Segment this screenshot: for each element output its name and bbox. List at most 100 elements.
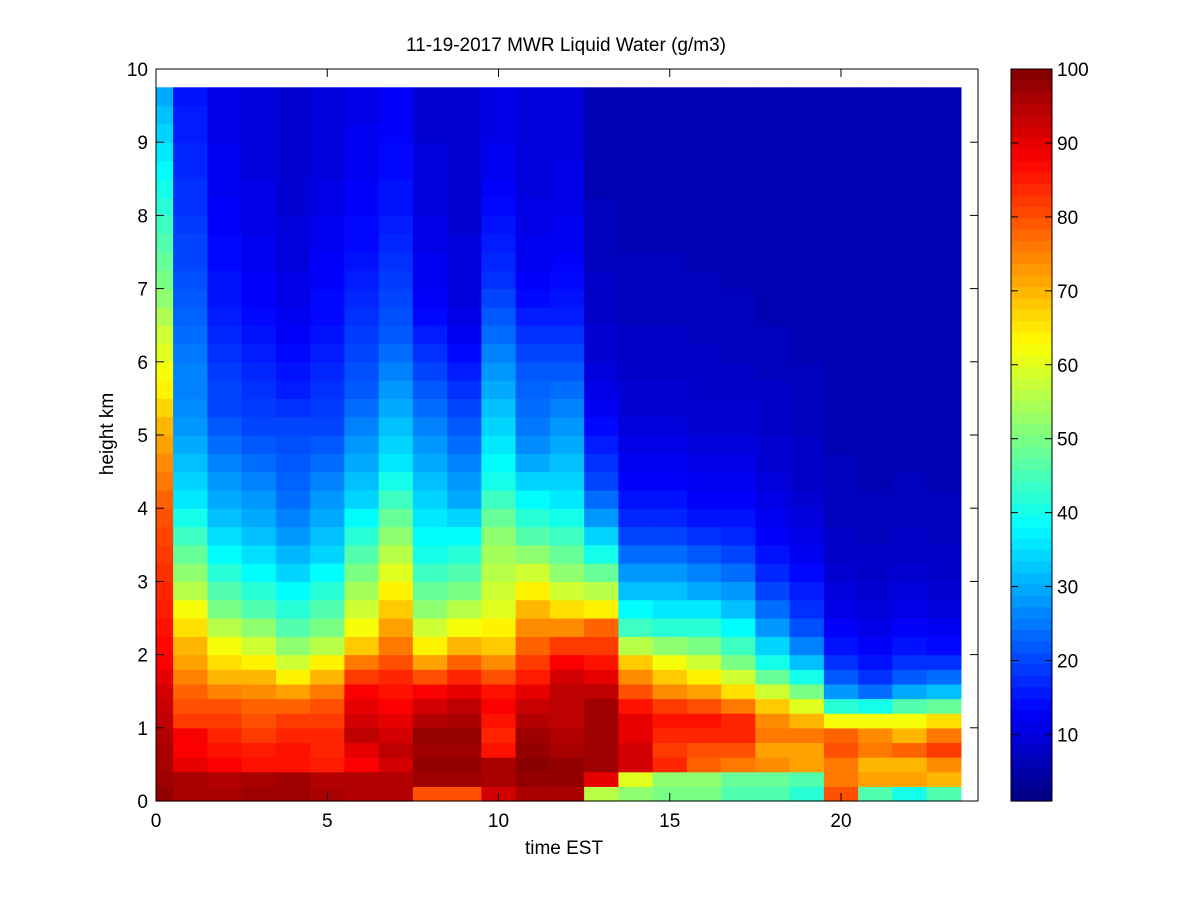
heatmap-cell bbox=[241, 306, 277, 326]
heatmap-cell bbox=[344, 713, 380, 729]
heatmap-cell bbox=[686, 252, 722, 271]
heatmap-cell bbox=[378, 581, 414, 601]
heatmap-cell bbox=[156, 771, 174, 780]
heatmap-cell bbox=[241, 757, 277, 765]
heatmap-cell bbox=[618, 252, 654, 271]
heatmap-cell bbox=[892, 178, 928, 198]
heatmap-cell bbox=[789, 669, 825, 685]
heatmap-cell bbox=[207, 683, 243, 700]
heatmap-cell bbox=[241, 742, 277, 751]
heatmap-cell bbox=[618, 764, 654, 773]
heatmap-cell bbox=[207, 380, 243, 399]
heatmap-cell bbox=[584, 618, 619, 637]
heatmap-cell bbox=[275, 398, 311, 418]
heatmap-cell bbox=[378, 735, 414, 744]
heatmap-cell bbox=[447, 563, 482, 582]
heatmap-cell bbox=[515, 618, 551, 637]
heatmap-cell bbox=[755, 526, 791, 546]
heatmap-cell bbox=[549, 526, 585, 546]
heatmap-cell bbox=[241, 793, 277, 802]
heatmap-cell bbox=[412, 544, 448, 564]
heatmap-cell bbox=[549, 544, 585, 564]
heatmap-cell bbox=[241, 779, 277, 787]
heatmap-cell bbox=[721, 786, 756, 795]
heatmap-cell bbox=[207, 793, 243, 802]
heatmap-cell bbox=[823, 599, 859, 619]
heatmap-cell bbox=[515, 197, 551, 216]
heatmap-cell bbox=[378, 252, 414, 271]
heatmap-cell bbox=[823, 416, 859, 436]
heatmap-cell bbox=[823, 786, 859, 795]
heatmap-cell bbox=[481, 343, 517, 363]
heatmap-cell bbox=[789, 713, 825, 729]
heatmap-cell bbox=[515, 654, 551, 670]
heatmap-cell bbox=[892, 435, 928, 454]
heatmap-cell bbox=[378, 306, 414, 326]
heatmap-cell bbox=[926, 87, 962, 107]
heatmap-cell bbox=[515, 160, 551, 180]
heatmap-cell bbox=[686, 325, 722, 345]
heatmap-cell bbox=[156, 252, 174, 271]
heatmap-cell bbox=[858, 270, 893, 290]
colorbar-segment bbox=[1011, 720, 1052, 733]
heatmap-cell bbox=[686, 178, 722, 198]
heatmap-cell bbox=[241, 142, 277, 162]
heatmap-cell bbox=[344, 793, 380, 802]
heatmap-cell bbox=[789, 749, 825, 758]
heatmap-cell bbox=[241, 435, 277, 454]
heatmap-cell bbox=[892, 713, 928, 729]
colorbar-segment bbox=[1011, 755, 1052, 768]
heatmap-cell bbox=[549, 757, 585, 765]
heatmap-cell bbox=[515, 779, 551, 787]
heatmap-cell bbox=[755, 252, 791, 271]
heatmap-cell bbox=[275, 453, 311, 473]
heatmap-cell bbox=[156, 713, 174, 729]
heatmap-cell bbox=[858, 142, 893, 162]
heatmap-cell bbox=[412, 325, 448, 345]
heatmap-cell bbox=[721, 581, 756, 601]
heatmap-cell bbox=[378, 698, 414, 714]
heatmap-cell bbox=[858, 749, 893, 758]
heatmap-cell bbox=[858, 771, 893, 780]
heatmap-cell bbox=[858, 698, 893, 714]
heatmap-cell bbox=[275, 713, 311, 729]
heatmap-cell bbox=[686, 669, 722, 685]
heatmap-cell bbox=[618, 793, 654, 802]
heatmap-cell bbox=[926, 252, 962, 271]
heatmap-cell bbox=[447, 735, 482, 744]
heatmap-cell bbox=[412, 380, 448, 399]
heatmap-cell bbox=[275, 636, 311, 656]
heatmap-cell bbox=[892, 599, 928, 619]
heatmap-cell bbox=[858, 544, 893, 564]
heatmap-cell bbox=[275, 749, 311, 758]
heatmap-cell bbox=[207, 727, 243, 736]
heatmap-cell bbox=[207, 435, 243, 454]
heatmap-cell bbox=[858, 786, 893, 795]
heatmap-cell bbox=[241, 160, 277, 180]
heatmap-cell bbox=[207, 764, 243, 773]
heatmap-cell bbox=[686, 581, 722, 601]
heatmap-cell bbox=[652, 416, 688, 436]
heatmap-cell bbox=[858, 683, 893, 700]
heatmap-cell bbox=[173, 489, 208, 509]
heatmap-cell bbox=[858, 742, 893, 751]
heatmap-cell bbox=[515, 735, 551, 744]
heatmap-cell bbox=[549, 779, 585, 787]
heatmap-cell bbox=[378, 727, 414, 736]
heatmap-cell bbox=[652, 526, 688, 546]
heatmap-cell bbox=[789, 698, 825, 714]
heatmap-cell bbox=[447, 749, 482, 758]
heatmap-cell bbox=[207, 757, 243, 765]
heatmap-cell bbox=[310, 435, 345, 454]
heatmap-cell bbox=[241, 87, 277, 107]
heatmap-cell bbox=[858, 361, 893, 381]
heatmap-cell bbox=[549, 160, 585, 180]
y-tick-label: 5 bbox=[137, 426, 148, 447]
heatmap-cell bbox=[447, 764, 482, 773]
heatmap-cell bbox=[892, 471, 928, 491]
heatmap-cell bbox=[515, 306, 551, 326]
heatmap-cell bbox=[310, 489, 345, 509]
heatmap-cell bbox=[447, 618, 482, 637]
heatmap-cell bbox=[515, 233, 551, 253]
heatmap-cell bbox=[344, 105, 380, 125]
